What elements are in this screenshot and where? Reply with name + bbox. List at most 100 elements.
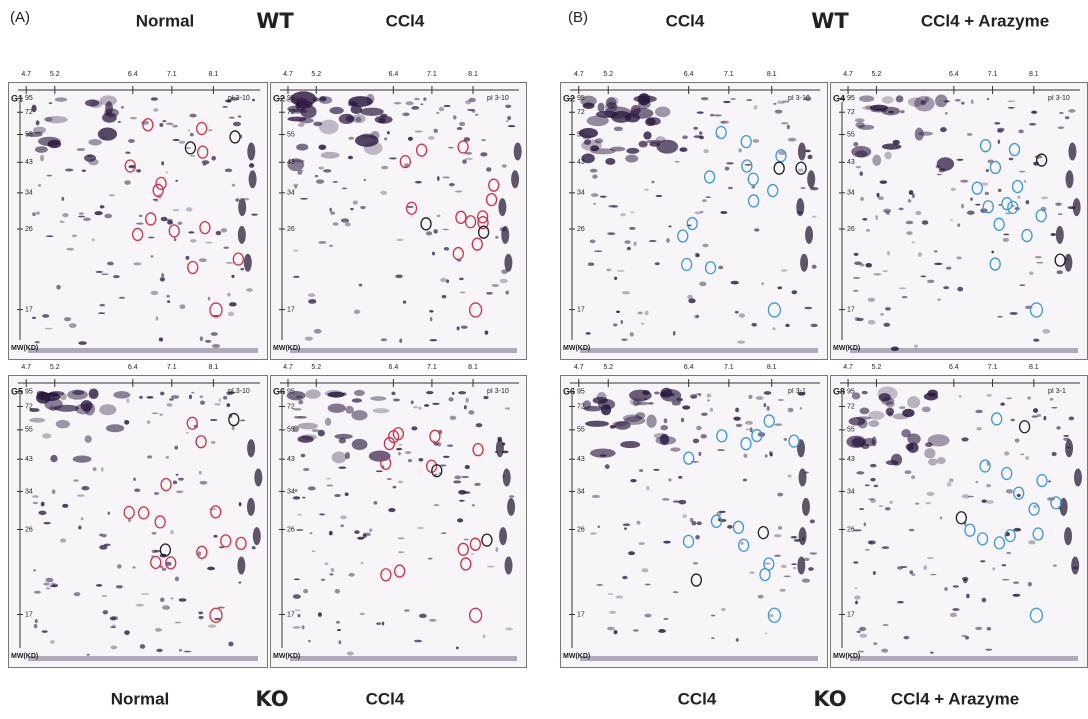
mw-tick-label: 72 bbox=[25, 109, 33, 116]
spot-circle bbox=[152, 183, 164, 198]
protein-spot bbox=[804, 306, 813, 310]
protein-spot bbox=[711, 637, 715, 639]
protein-spot bbox=[417, 527, 424, 529]
protein-spot bbox=[295, 102, 302, 110]
pi-range: pI 3-10 bbox=[487, 95, 509, 102]
protein-spot bbox=[590, 145, 600, 152]
protein-spot bbox=[654, 106, 671, 118]
protein-spot bbox=[161, 161, 165, 166]
spot-circle bbox=[715, 125, 727, 140]
spot-circle bbox=[472, 443, 484, 457]
protein-spot bbox=[742, 478, 748, 482]
spot-circle bbox=[993, 536, 1006, 550]
protein-spot bbox=[1001, 564, 1007, 567]
protein-spot bbox=[757, 594, 764, 599]
protein-spot bbox=[401, 112, 410, 117]
protein-spot bbox=[31, 104, 37, 113]
protein-spot bbox=[924, 448, 936, 459]
protein-spot bbox=[691, 520, 697, 526]
protein-spot bbox=[646, 402, 655, 405]
protein-spot bbox=[351, 438, 368, 451]
protein-spot bbox=[84, 154, 97, 162]
protein-streak bbox=[248, 170, 257, 189]
spot-circle bbox=[187, 260, 199, 275]
protein-spot bbox=[696, 521, 702, 526]
protein-spot bbox=[887, 412, 893, 417]
protein-spot bbox=[66, 247, 74, 251]
mw-tick-label: 55 bbox=[577, 131, 585, 138]
protein-spot bbox=[608, 204, 616, 208]
protein-spot bbox=[1007, 100, 1016, 103]
protein-spot bbox=[63, 317, 72, 322]
spot-circle bbox=[476, 210, 489, 224]
protein-spot bbox=[860, 196, 864, 201]
spot-circle bbox=[154, 515, 166, 529]
protein-streak bbox=[800, 253, 809, 272]
protein-spot bbox=[135, 222, 144, 225]
protein-spot bbox=[624, 416, 646, 425]
protein-spot bbox=[398, 452, 401, 456]
protein-spot bbox=[810, 323, 818, 328]
spot-circle bbox=[477, 225, 490, 239]
protein-spot bbox=[911, 241, 915, 244]
protein-spot bbox=[1051, 406, 1058, 409]
protein-spot bbox=[198, 617, 203, 620]
spot-circle bbox=[1008, 142, 1021, 157]
protein-spot bbox=[402, 300, 407, 304]
protein-spot bbox=[952, 608, 960, 611]
protein-spot bbox=[852, 277, 861, 279]
pi-tick-label: 5.2 bbox=[872, 364, 882, 371]
protein-spot bbox=[294, 185, 298, 189]
protein-spot bbox=[495, 235, 499, 239]
protein-spot bbox=[360, 561, 364, 565]
spot-circle bbox=[235, 536, 247, 551]
protein-spot bbox=[728, 186, 733, 190]
protein-spot bbox=[318, 166, 325, 170]
protein-spot bbox=[442, 176, 451, 179]
protein-spot bbox=[885, 401, 895, 408]
protein-spot bbox=[483, 395, 489, 400]
pi-tick-label: 4.7 bbox=[574, 71, 584, 78]
protein-spot bbox=[811, 264, 817, 269]
protein-streak bbox=[502, 468, 511, 487]
protein-spot bbox=[805, 149, 811, 153]
protein-spot bbox=[901, 429, 911, 438]
protein-spot bbox=[314, 174, 319, 178]
protein-streak bbox=[247, 439, 256, 458]
protein-spot bbox=[781, 269, 788, 272]
protein-spot bbox=[1019, 284, 1026, 287]
protein-spot bbox=[399, 338, 403, 343]
protein-spot bbox=[958, 395, 962, 398]
spot-circle bbox=[1054, 253, 1066, 267]
protein-spot bbox=[31, 316, 37, 320]
protein-spot bbox=[59, 220, 63, 223]
protein-spot bbox=[616, 310, 620, 314]
protein-spot bbox=[110, 626, 116, 629]
protein-spot bbox=[933, 250, 938, 253]
protein-spot bbox=[480, 152, 488, 157]
protein-spot bbox=[698, 451, 702, 457]
protein-spot bbox=[882, 270, 889, 272]
protein-spot bbox=[1056, 426, 1061, 430]
protein-spot bbox=[1008, 157, 1014, 161]
protein-spot bbox=[853, 252, 859, 256]
protein-spot bbox=[925, 442, 933, 448]
protein-spot bbox=[915, 210, 922, 216]
gel-bottom-band bbox=[290, 656, 517, 661]
protein-spot bbox=[591, 494, 600, 499]
protein-spot bbox=[146, 455, 153, 459]
protein-spot bbox=[961, 634, 967, 638]
protein-spot bbox=[1051, 451, 1057, 457]
pi-tick-label: 7.1 bbox=[988, 364, 998, 371]
protein-spot bbox=[872, 571, 876, 575]
protein-spot bbox=[1003, 233, 1010, 236]
condition-label: CCl4 + Arazyme bbox=[921, 11, 1049, 30]
protein-spot bbox=[153, 108, 159, 112]
protein-spot bbox=[730, 280, 739, 285]
spot-circle bbox=[210, 505, 222, 519]
protein-spot bbox=[863, 522, 867, 527]
protein-spot bbox=[671, 400, 681, 406]
protein-spot bbox=[99, 533, 103, 537]
protein-spot bbox=[44, 327, 53, 330]
